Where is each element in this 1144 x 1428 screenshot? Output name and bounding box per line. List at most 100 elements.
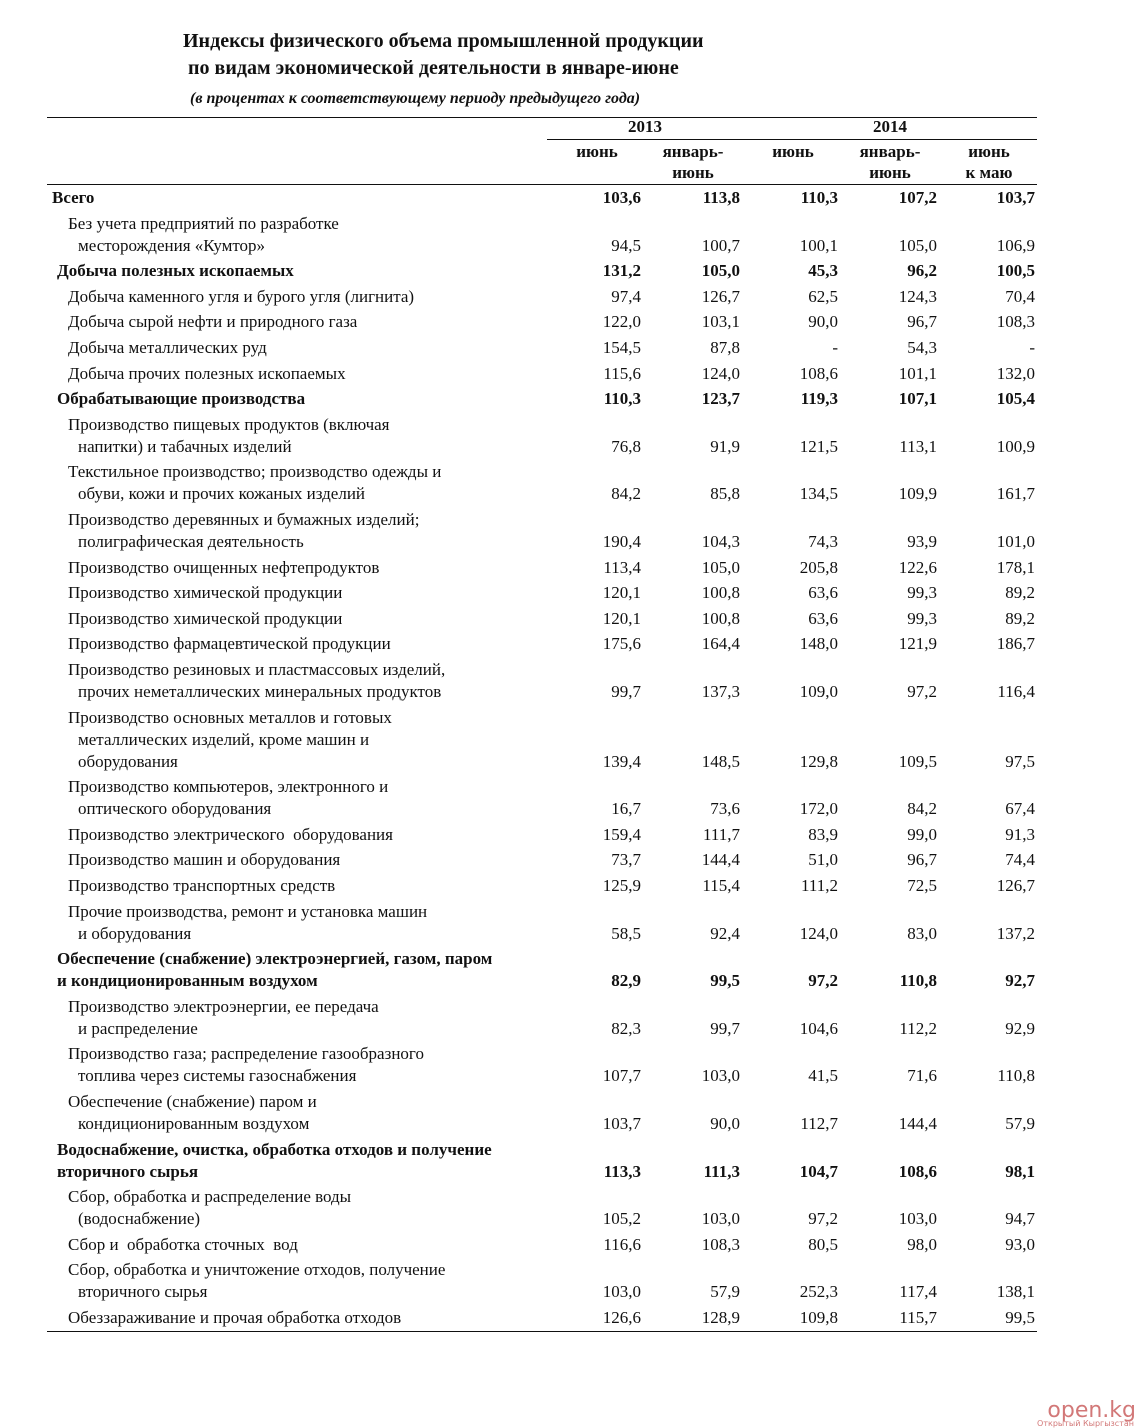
row-label: Сбор и обработка сточных вод: [68, 1234, 298, 1254]
cell-value: 67,4: [1005, 799, 1035, 819]
row-label: вторичного сырья: [78, 1282, 208, 1302]
cell-value: 93,9: [907, 532, 937, 551]
row-label: Производство компьютеров, электронного и: [68, 777, 389, 797]
cell-value: 164,4: [701, 634, 740, 654]
cell-value: 113,1: [899, 436, 937, 456]
cell-value: 83,9: [808, 824, 838, 844]
cell-value: 138,1: [996, 1282, 1035, 1302]
cell-value: 103,0: [602, 1282, 641, 1302]
watermark-logo: open.kg: [1047, 1398, 1136, 1423]
cell-value: 82,3: [611, 1018, 641, 1038]
cell-value: 126,7: [701, 286, 740, 306]
cell-value: 120,1: [602, 583, 641, 603]
row-label: Прочие производства, ремонт и установка …: [68, 901, 428, 921]
cell-value: 72,5: [907, 876, 937, 895]
cell-value: 113,8: [702, 188, 740, 207]
cell-value: 99,3: [907, 583, 937, 603]
cell-value: 94,5: [611, 235, 641, 255]
cell-value: 107,1: [898, 389, 937, 409]
cell-value: 109,0: [799, 682, 838, 701]
cell-value: -: [1029, 338, 1035, 357]
row-label: Производство химической продукции: [68, 583, 343, 603]
cell-value: 97,4: [611, 286, 641, 306]
cell-value: 103,0: [701, 1066, 740, 1086]
cell-value: 115,7: [899, 1308, 937, 1327]
cell-value: 85,8: [710, 484, 740, 504]
cell-value: 124,3: [898, 286, 937, 306]
cell-value: 113,4: [603, 557, 641, 577]
cell-value: 103,1: [701, 312, 740, 332]
cell-value: 123,7: [701, 389, 740, 409]
cell-value: 97,2: [808, 1209, 838, 1229]
row-label: Обрабатывающие производства: [57, 389, 306, 409]
cell-value: 99,7: [710, 1018, 740, 1038]
cell-value: 100,5: [996, 261, 1035, 281]
cell-value: 99,7: [611, 682, 641, 701]
cell-value: 90,0: [808, 312, 838, 332]
cell-value: 134,5: [799, 484, 838, 504]
row-label: месторождения «Кумтор»: [78, 235, 266, 255]
cell-value: 110,8: [899, 971, 937, 991]
cell-value: 159,4: [602, 824, 641, 844]
cell-value: 96,7: [907, 312, 937, 332]
cell-value: 128,9: [701, 1308, 740, 1327]
cell-value: 205,8: [799, 557, 838, 577]
cell-value: 100,8: [701, 583, 740, 603]
cell-value: 89,2: [1005, 608, 1035, 628]
cell-value: 99,5: [710, 971, 740, 991]
cell-value: 104,6: [799, 1018, 838, 1038]
cell-value: 97,2: [907, 682, 937, 701]
cell-value: 107,2: [898, 188, 937, 207]
row-label: (водоснабжение): [78, 1209, 201, 1229]
cell-value: 82,9: [611, 971, 641, 991]
cell-value: 41,5: [808, 1066, 838, 1086]
cell-value: 161,7: [996, 484, 1035, 504]
cell-value: 57,9: [1005, 1114, 1035, 1133]
cell-value: 100,1: [799, 235, 838, 255]
row-label: Производство транспортных средств: [68, 876, 336, 895]
cell-value: 113,3: [603, 1161, 641, 1181]
cell-value: 105,0: [701, 261, 740, 281]
cell-value: 99,5: [1005, 1308, 1035, 1327]
row-label: оптического оборудования: [78, 799, 272, 819]
cell-value: 80,5: [808, 1234, 838, 1254]
rule: [47, 184, 1037, 185]
cell-value: 112,2: [899, 1018, 937, 1038]
cell-value: 103,7: [996, 188, 1035, 207]
row-label: Производство очищенных нефтепродуктов: [68, 557, 380, 577]
cell-value: 104,3: [701, 532, 740, 551]
cell-value: 252,3: [799, 1282, 838, 1302]
cell-value: 129,8: [799, 751, 838, 771]
row-label: Обеззараживание и прочая обработка отход…: [68, 1308, 402, 1327]
cell-value: 126,7: [996, 876, 1035, 895]
row-label: полиграфическая деятельность: [78, 532, 304, 551]
cell-value: 121,9: [898, 634, 937, 654]
row-label: Производство машин и оборудования: [68, 850, 341, 870]
rule: [47, 1330, 1037, 1332]
row-label: Текстильное производство; производство о…: [68, 462, 442, 482]
row-label: оборудования: [78, 751, 178, 771]
row-label: Производство резиновых и пластмассовых и…: [68, 660, 446, 679]
row-label: топлива через системы газоснабжения: [78, 1066, 357, 1086]
year: 2014: [873, 117, 907, 136]
cell-value: 122,6: [898, 557, 937, 577]
cell-value: 97,5: [1005, 751, 1035, 771]
column-header: июнь: [968, 142, 1010, 161]
cell-value: 125,9: [602, 876, 641, 895]
year: 2013: [628, 117, 662, 136]
cell-value: 108,3: [701, 1234, 740, 1254]
cell-value: 124,0: [701, 363, 740, 383]
row-label: Производство пищевых продуктов (включая: [68, 414, 390, 434]
cell-value: 92,7: [1005, 971, 1035, 991]
cell-value: 111,7: [703, 824, 740, 844]
cell-value: 124,0: [799, 923, 838, 943]
cell-value: 144,4: [898, 1114, 937, 1133]
column-header: к маю: [965, 163, 1013, 182]
rule: [47, 117, 1037, 118]
row-label: Производство основных металлов и готовых: [68, 707, 392, 727]
cell-value: 108,3: [996, 312, 1035, 332]
cell-value: 70,4: [1005, 286, 1035, 306]
cell-value: 186,7: [996, 634, 1035, 654]
cell-value: 101,1: [898, 363, 937, 383]
row-label: Добыча каменного угля и бурого угля (лиг…: [68, 286, 415, 306]
